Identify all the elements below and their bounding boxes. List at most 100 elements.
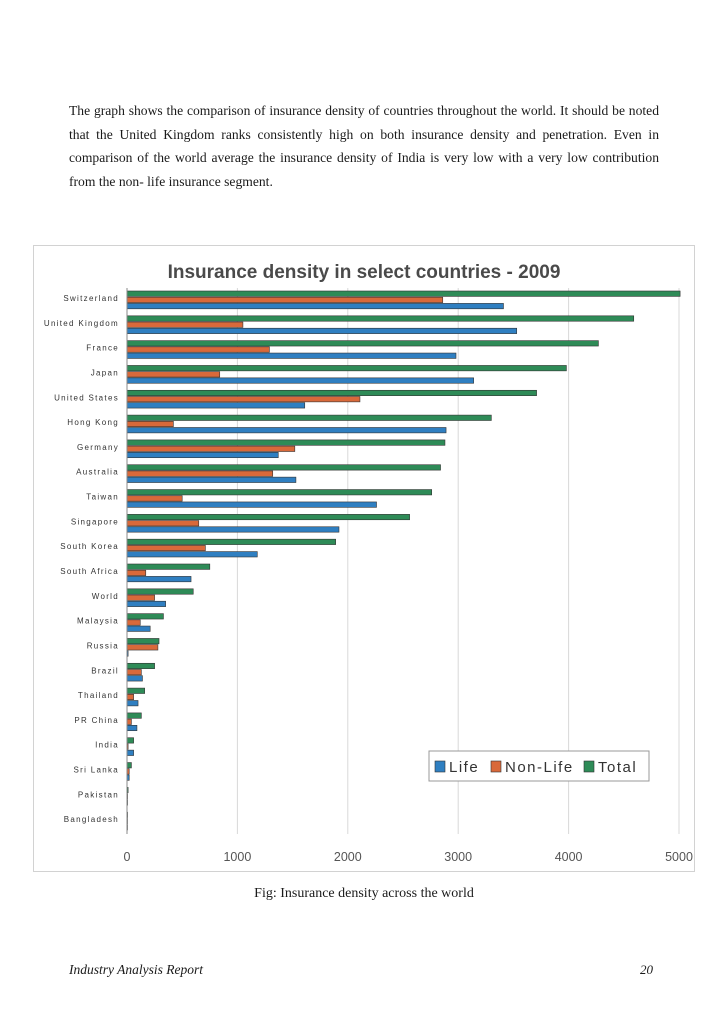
bar-total-france — [126, 340, 599, 347]
bar-total-australia — [126, 464, 441, 471]
x-tick-1000: 1000 — [223, 850, 251, 864]
category-label-russia: Russia — [87, 641, 119, 650]
category-labels: Switzerland United Kingdom France Japan Unit… — [44, 294, 120, 824]
bar-life-united-kingdom — [126, 327, 518, 334]
legend-swatch-life — [434, 760, 446, 773]
bar-total-united-states — [126, 389, 537, 396]
footer-report-title: Industry Analysis Report — [69, 962, 203, 977]
bar-non-life-singapore — [126, 520, 200, 527]
bar-non-life-malaysia — [126, 619, 141, 626]
chart-title: Insurance density in select countries - … — [168, 262, 561, 283]
bar-life-australia — [126, 476, 297, 483]
category-label-south-africa: South Africa — [60, 567, 119, 576]
legend-label-total: Total — [598, 759, 637, 776]
bar-total-singapore — [126, 514, 410, 521]
legend-box — [428, 750, 650, 782]
bar-total-taiwan — [126, 489, 433, 496]
bar-total-switzerland — [126, 290, 681, 297]
bar-life-taiwan — [126, 501, 377, 508]
category-label-bangladesh: Bangladesh — [64, 815, 119, 824]
bar-non-life-taiwan — [126, 495, 183, 502]
bar-non-life-south-africa — [126, 569, 147, 576]
legend-label-life: Life — [449, 759, 479, 776]
category-label-united-kingdom: United Kingdom — [44, 319, 119, 328]
bar-life-malaysia — [126, 625, 151, 632]
category-label-united-states: United States — [54, 393, 119, 402]
bar-total-russia — [126, 638, 160, 645]
bar-non-life-france — [126, 346, 270, 353]
bar-non-life-pr-china — [126, 718, 132, 725]
bar-total-pr-china — [126, 712, 142, 719]
bar-total-thailand — [126, 687, 145, 694]
bar-life-world — [126, 600, 166, 607]
bar-total-south-africa — [126, 563, 211, 570]
figure-caption: Fig: Insurance density across the world — [254, 886, 474, 901]
bars — [126, 290, 681, 831]
bar-total-malaysia — [126, 613, 164, 620]
category-label-brazil: Brazil — [91, 666, 119, 675]
bar-total-united-kingdom — [126, 315, 635, 322]
legend-label-non-life: Non-Life — [505, 759, 574, 776]
bar-life-pr-china — [126, 725, 138, 732]
category-label-australia: Australia — [76, 468, 119, 477]
category-label-switzerland: Switzerland — [63, 294, 119, 303]
insurance-density-chart: Insurance density in select countries - … — [44, 262, 693, 864]
bar-non-life-south-korea — [126, 545, 206, 552]
bar-non-life-hong-kong — [126, 420, 174, 427]
page-number: 20 — [640, 962, 653, 977]
bar-non-life-russia — [126, 644, 159, 651]
x-tick-5000: 5000 — [665, 850, 693, 864]
bar-life-india — [126, 749, 134, 756]
bar-non-life-united-states — [126, 396, 361, 403]
bar-total-sri-lanka — [126, 762, 132, 769]
bar-non-life-brazil — [126, 669, 142, 676]
bar-life-hong-kong — [126, 427, 447, 434]
category-label-world: World — [92, 592, 119, 601]
bar-non-life-switzerland — [126, 296, 444, 303]
category-label-france: France — [86, 344, 119, 353]
category-label-singapore: Singapore — [71, 517, 119, 526]
bar-life-thailand — [126, 700, 139, 707]
bar-non-life-japan — [126, 371, 221, 378]
bar-life-brazil — [126, 675, 143, 682]
bar-total-hong-kong — [126, 414, 492, 421]
bar-non-life-germany — [126, 445, 296, 452]
category-label-india: India — [95, 741, 119, 750]
bar-total-india — [126, 737, 134, 744]
bar-total-japan — [126, 365, 567, 372]
legend: Life Non-Life Total — [428, 750, 650, 782]
x-tick-3000: 3000 — [444, 850, 472, 864]
category-label-thailand: Thailand — [78, 691, 119, 700]
bar-total-world — [126, 588, 194, 595]
bar-life-south-africa — [126, 576, 192, 583]
category-label-taiwan: Taiwan — [86, 493, 119, 502]
category-label-south-korea: South Korea — [60, 542, 119, 551]
bar-life-japan — [126, 377, 474, 384]
x-tick-labels: 0 1000 2000 3000 4000 5000 — [124, 850, 693, 864]
bar-life-germany — [126, 452, 279, 459]
legend-swatch-total — [583, 760, 595, 773]
bar-life-singapore — [126, 526, 340, 533]
x-tick-2000: 2000 — [334, 850, 362, 864]
category-label-germany: Germany — [77, 443, 119, 452]
bar-total-germany — [126, 439, 446, 446]
bar-life-united-states — [126, 402, 306, 409]
bar-non-life-thailand — [126, 693, 134, 700]
category-label-pakistan: Pakistan — [78, 790, 119, 799]
category-label-pr-china: PR China — [74, 716, 119, 725]
bar-non-life-world — [126, 594, 155, 601]
bar-life-switzerland — [126, 303, 504, 310]
bar-non-life-australia — [126, 470, 274, 477]
chart-frame: Insurance density in select countries - … — [33, 245, 695, 872]
x-tick-4000: 4000 — [555, 850, 583, 864]
bar-non-life-united-kingdom — [126, 321, 244, 328]
intro-paragraph: The graph shows the comparison of insura… — [69, 103, 659, 189]
x-tick-0: 0 — [124, 850, 131, 864]
bar-life-france — [126, 352, 457, 359]
bar-total-brazil — [126, 662, 155, 669]
category-label-japan: Japan — [91, 368, 119, 377]
category-label-malaysia: Malaysia — [77, 617, 119, 626]
category-label-sri-lanka: Sri Lanka — [74, 766, 120, 775]
bar-life-south-korea — [126, 551, 258, 558]
bar-total-south-korea — [126, 538, 336, 545]
